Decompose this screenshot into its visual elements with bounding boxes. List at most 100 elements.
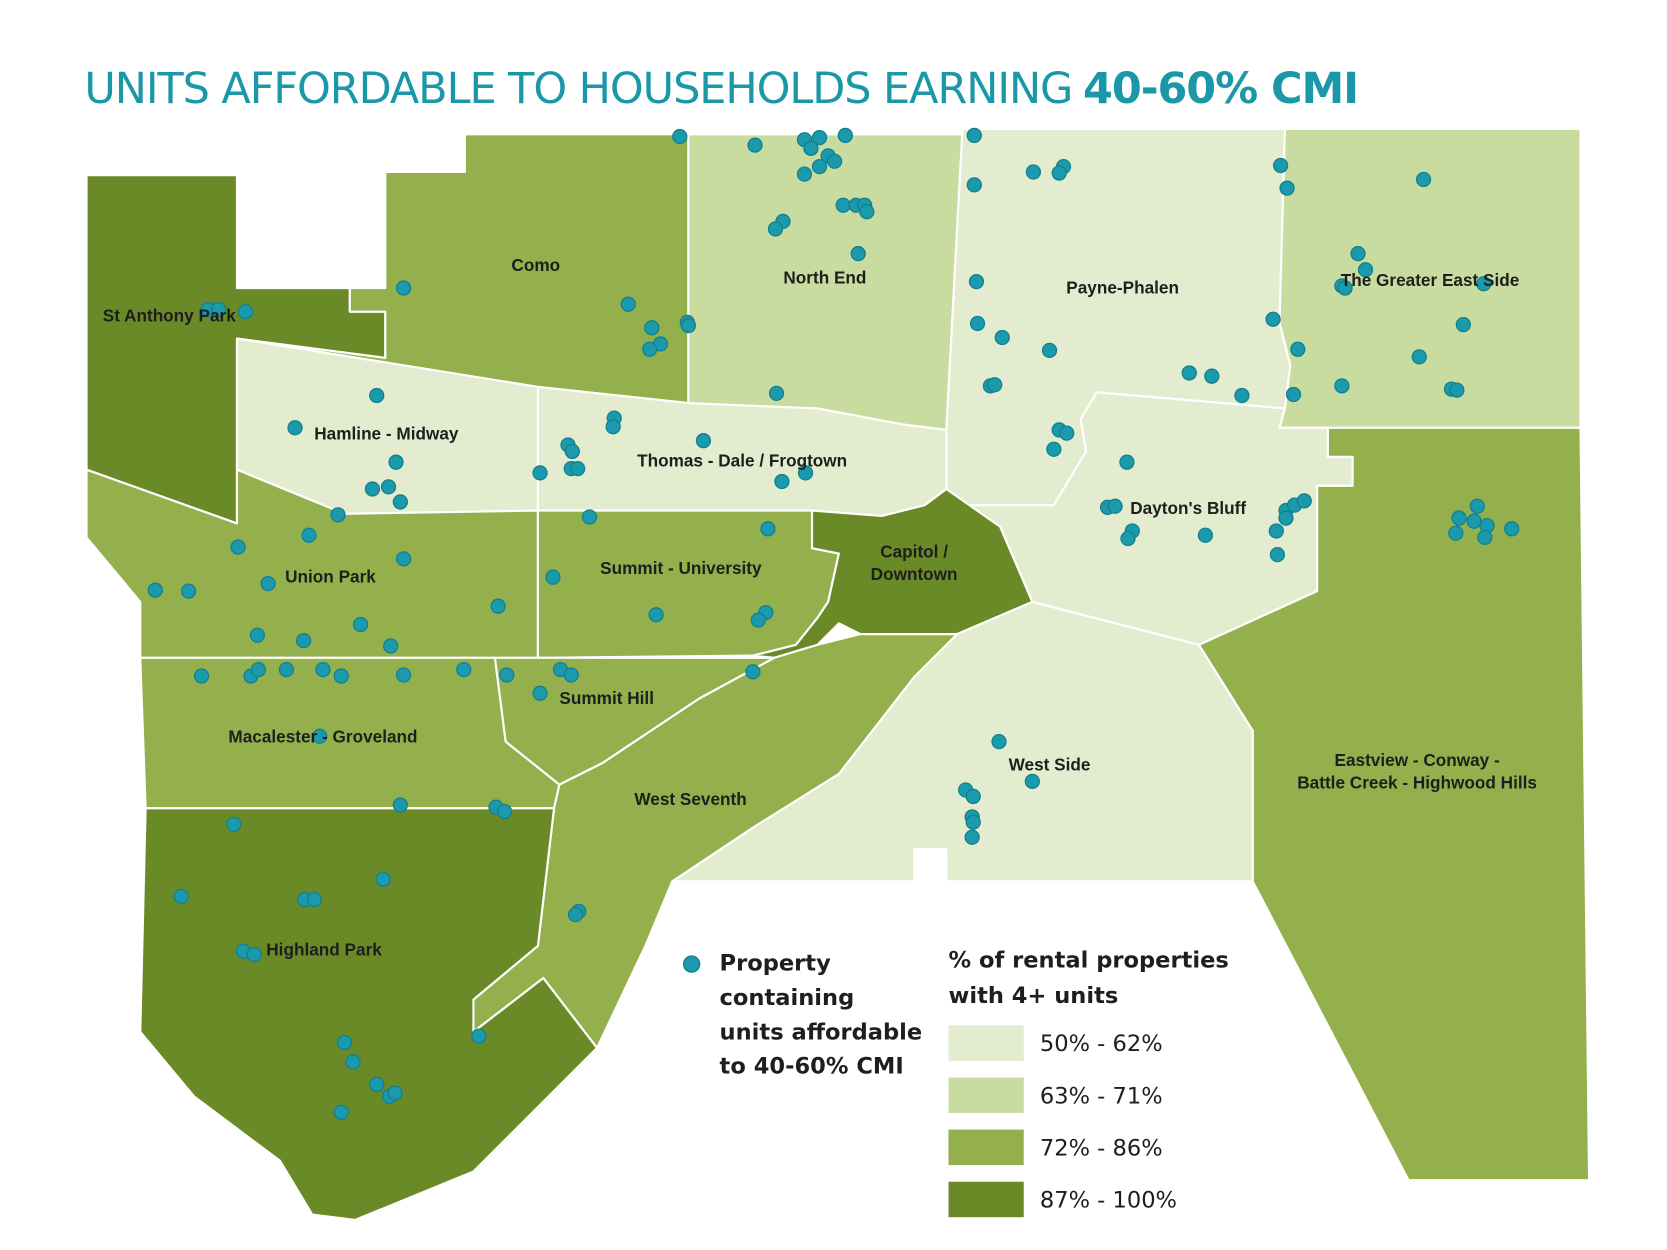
neighborhood-label: Battle Creek - Highwood Hills (1297, 772, 1537, 792)
property-point (1415, 171, 1432, 188)
property-point (352, 616, 369, 633)
property-point (532, 685, 548, 701)
property-point (330, 507, 346, 523)
property-point (315, 661, 331, 678)
property-point (173, 888, 189, 905)
property-point (837, 127, 853, 144)
summit-university-shape (536, 509, 840, 659)
neighborhood-label: Highland Park (266, 940, 382, 960)
property-point (1181, 365, 1197, 381)
legend-point-label: to 40-60% CMI (720, 1054, 904, 1080)
property-point (1051, 165, 1067, 181)
property-point (796, 166, 813, 182)
property-point (333, 668, 349, 684)
property-point (1059, 425, 1075, 441)
legend-class-label: 72% - 86% (1040, 1135, 1163, 1161)
property-point (745, 664, 761, 680)
property-point (1268, 523, 1284, 539)
property-point (642, 341, 658, 357)
property-point (644, 320, 660, 336)
neighborhood-label: North End (783, 268, 866, 288)
property-point (835, 197, 851, 213)
property-point (581, 509, 598, 525)
property-point (968, 273, 985, 290)
property-point (193, 668, 210, 684)
property-point (803, 140, 819, 156)
property-point (388, 454, 404, 470)
property-point (395, 280, 412, 296)
neighborhood-label: Hamline - Midway (314, 424, 459, 444)
legend-swatch (948, 1025, 1024, 1061)
property-point (250, 661, 267, 678)
property-point (966, 177, 982, 193)
property-point (648, 607, 664, 623)
neighborhood-label: West Side (1009, 755, 1091, 775)
property-point (1448, 525, 1464, 541)
property-point (1025, 164, 1042, 180)
neighborhood-label: Downtown (871, 564, 958, 584)
property-point (1334, 378, 1350, 394)
property-point (249, 627, 266, 643)
title-regular: UNITS AFFORDABLE TO HOUSEHOLDS EARNING (84, 64, 1072, 114)
legend-point-symbol (682, 955, 701, 973)
property-point (563, 667, 579, 683)
property-point (965, 788, 981, 805)
neighborhood-label: Thomas - Dale / Frogtown (637, 450, 847, 470)
property-point (826, 153, 843, 169)
property-point (987, 377, 1003, 393)
property-point (1265, 311, 1281, 327)
property-point (211, 301, 227, 318)
property-point (747, 137, 763, 153)
legend-swatch (948, 1077, 1024, 1113)
neighborhood-shapes (85, 127, 1591, 1221)
property-point (567, 907, 584, 923)
property-point (1476, 276, 1492, 292)
property-point (1290, 341, 1306, 357)
property-point (364, 481, 381, 497)
property-point (1451, 510, 1467, 526)
property-point (1119, 454, 1135, 470)
highland-park-shape (139, 807, 599, 1221)
property-point (278, 661, 295, 678)
neighborhood-label: Payne-Phalen (1066, 277, 1179, 297)
property-point (1204, 368, 1220, 384)
legend-point-label: Property (720, 951, 832, 977)
property-point (369, 387, 385, 404)
property-point (180, 583, 197, 599)
property-point (336, 1034, 353, 1051)
property-point (768, 385, 785, 402)
property-point (1285, 386, 1302, 403)
property-point (260, 575, 276, 592)
property-point (811, 158, 828, 175)
property-point (966, 127, 982, 144)
property-point (392, 494, 408, 510)
property-point (387, 1085, 403, 1101)
property-point (1120, 530, 1136, 547)
legend-class-label: 50% - 62% (1040, 1031, 1163, 1057)
neighborhood-label: Summit - University (600, 558, 762, 578)
property-point (295, 632, 312, 649)
neighborhood-label: Eastview - Conway - (1334, 750, 1500, 770)
property-point (1046, 441, 1062, 457)
property-point (246, 946, 262, 963)
property-point (797, 465, 814, 481)
property-point (375, 871, 391, 887)
property-point (345, 1054, 361, 1070)
legend-class-label: 63% - 71% (1040, 1083, 1163, 1109)
neighborhood-label: Como (511, 255, 560, 275)
capitol-downtown-shape (751, 487, 1034, 659)
property-point (1278, 510, 1294, 526)
property-point (1350, 246, 1366, 262)
property-point (1107, 498, 1123, 514)
property-point (991, 733, 1007, 750)
legend-class-label: 87% - 100% (1040, 1188, 1177, 1214)
property-point (147, 582, 163, 598)
property-point (965, 814, 981, 830)
property-point (850, 246, 866, 262)
property-point (1296, 493, 1312, 509)
property-point (1449, 382, 1465, 398)
property-point (333, 1104, 349, 1121)
neighborhood-labels: Como North End Payne-Phalen The Greater Eas… (103, 255, 1537, 960)
property-point (237, 304, 254, 320)
